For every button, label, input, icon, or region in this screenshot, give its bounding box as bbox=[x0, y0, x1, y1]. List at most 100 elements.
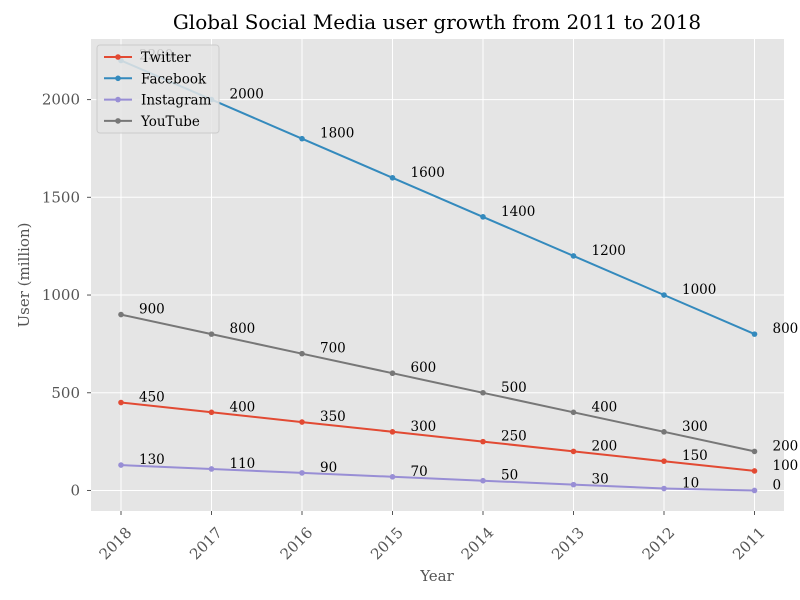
data-point-facebook bbox=[299, 135, 305, 142]
data-label-youtube: 300 bbox=[682, 419, 708, 435]
data-label-instagram: 30 bbox=[592, 472, 609, 488]
data-point-facebook bbox=[751, 331, 758, 337]
data-label-twitter: 400 bbox=[230, 399, 256, 415]
data-label-instagram: 130 bbox=[139, 452, 165, 468]
legend-label-youtube: YouTube bbox=[140, 114, 200, 130]
data-point-instagram bbox=[751, 487, 758, 494]
data-label-youtube: 400 bbox=[592, 399, 618, 415]
data-label-twitter: 350 bbox=[320, 409, 346, 425]
x-axis-ticks: 2018 2017 2016 2015 2014 2013 2012 2011 bbox=[96, 511, 769, 563]
x-tick-label: 2018 bbox=[96, 524, 136, 564]
data-point-instagram bbox=[208, 466, 215, 472]
data-point-youtube bbox=[389, 370, 396, 377]
y-tick-label: 500 bbox=[51, 384, 80, 402]
legend-label-instagram: Instagram bbox=[141, 93, 212, 109]
y-tick-label: 1500 bbox=[42, 188, 80, 206]
data-point-instagram bbox=[299, 470, 305, 476]
data-point-twitter bbox=[118, 399, 124, 406]
data-point-facebook bbox=[480, 214, 486, 220]
data-point-facebook bbox=[389, 174, 396, 181]
series-line-facebook bbox=[120, 59, 755, 336]
data-point-youtube bbox=[299, 350, 305, 357]
data-point-twitter bbox=[751, 468, 758, 474]
data-label-facebook: 1000 bbox=[682, 282, 716, 298]
legend-marker-facebook bbox=[115, 75, 121, 82]
y-axis-label: User (million) bbox=[15, 223, 33, 328]
data-point-twitter bbox=[389, 429, 396, 435]
data-label-facebook: 1200 bbox=[592, 243, 626, 259]
data-point-twitter bbox=[208, 409, 215, 416]
legend-marker-twitter bbox=[115, 54, 121, 60]
x-tick-label: 2014 bbox=[458, 524, 498, 564]
data-point-facebook bbox=[570, 253, 577, 259]
x-tick-label: 2012 bbox=[639, 524, 679, 564]
data-label-instagram: 50 bbox=[501, 468, 518, 484]
legend-label-twitter: Twitter bbox=[141, 50, 191, 66]
legend: Twitter Facebook Instagram YouTube bbox=[96, 44, 220, 134]
legend-frame bbox=[96, 44, 220, 134]
data-point-instagram bbox=[661, 485, 667, 492]
data-label-youtube: 500 bbox=[501, 380, 527, 396]
data-point-twitter bbox=[570, 448, 577, 455]
grid bbox=[91, 39, 784, 511]
data-label-facebook: 1400 bbox=[501, 204, 535, 220]
data-point-twitter bbox=[480, 438, 486, 445]
data-point-youtube bbox=[570, 409, 577, 416]
data-label-twitter: 150 bbox=[682, 448, 708, 464]
x-tick-label: 2011 bbox=[729, 524, 769, 564]
data-label-instagram: 10 bbox=[682, 476, 699, 492]
x-tick-label: 2016 bbox=[277, 524, 317, 564]
data-label-twitter: 300 bbox=[411, 419, 437, 435]
data-label-youtube: 600 bbox=[411, 360, 437, 376]
legend-label-facebook: Facebook bbox=[141, 71, 207, 87]
x-tick-label: 2017 bbox=[186, 524, 226, 564]
data-labels: 4504003503002502001501002200200018001600… bbox=[139, 47, 798, 493]
series-line-twitter bbox=[120, 401, 755, 472]
data-label-twitter: 450 bbox=[139, 390, 165, 406]
data-point-youtube bbox=[661, 429, 667, 435]
series-twitter bbox=[118, 399, 758, 474]
data-label-facebook: 1600 bbox=[411, 165, 445, 181]
legend-item-twitter: Twitter bbox=[104, 50, 191, 66]
data-label-facebook: 1800 bbox=[320, 126, 354, 142]
legend-item-youtube: YouTube bbox=[104, 114, 200, 130]
legend-marker-youtube bbox=[115, 118, 121, 124]
data-point-twitter bbox=[299, 419, 305, 425]
x-tick-label: 2013 bbox=[548, 524, 588, 564]
data-point-instagram bbox=[118, 462, 124, 468]
data-point-youtube bbox=[208, 331, 215, 337]
y-axis-ticks: 0 500 1000 1500 2000 bbox=[42, 91, 91, 499]
data-label-facebook: 800 bbox=[773, 321, 799, 337]
data-point-facebook bbox=[661, 292, 667, 298]
series-youtube bbox=[118, 311, 758, 455]
legend-item-facebook: Facebook bbox=[104, 71, 207, 87]
chart-title: Global Social Media user growth from 201… bbox=[173, 10, 701, 34]
data-label-twitter: 100 bbox=[773, 458, 799, 474]
data-point-twitter bbox=[661, 458, 667, 464]
y-tick-label: 0 bbox=[70, 481, 80, 499]
data-label-facebook: 2000 bbox=[230, 87, 264, 103]
series-line-instagram bbox=[120, 464, 755, 492]
legend-item-instagram: Instagram bbox=[104, 93, 212, 109]
data-label-instagram: 0 bbox=[773, 477, 782, 493]
data-label-twitter: 250 bbox=[501, 429, 527, 445]
x-tick-label: 2015 bbox=[367, 524, 407, 564]
data-label-instagram: 110 bbox=[230, 456, 256, 472]
legend-marker-instagram bbox=[115, 96, 121, 103]
y-tick-label: 2000 bbox=[42, 91, 80, 109]
data-label-youtube: 700 bbox=[320, 341, 346, 357]
data-point-youtube bbox=[480, 389, 486, 396]
y-tick-label: 1000 bbox=[42, 286, 80, 304]
series-line-youtube bbox=[120, 313, 755, 453]
series-layer bbox=[118, 57, 758, 494]
data-label-youtube: 800 bbox=[230, 321, 256, 337]
data-label-instagram: 90 bbox=[320, 460, 337, 476]
x-axis-label: Year bbox=[419, 567, 454, 585]
data-label-youtube: 900 bbox=[139, 302, 165, 318]
series-instagram bbox=[118, 462, 758, 494]
data-point-instagram bbox=[570, 481, 577, 488]
data-label-instagram: 70 bbox=[411, 464, 428, 480]
data-point-youtube bbox=[751, 448, 758, 455]
data-point-youtube bbox=[118, 311, 124, 318]
data-point-instagram bbox=[480, 477, 486, 484]
